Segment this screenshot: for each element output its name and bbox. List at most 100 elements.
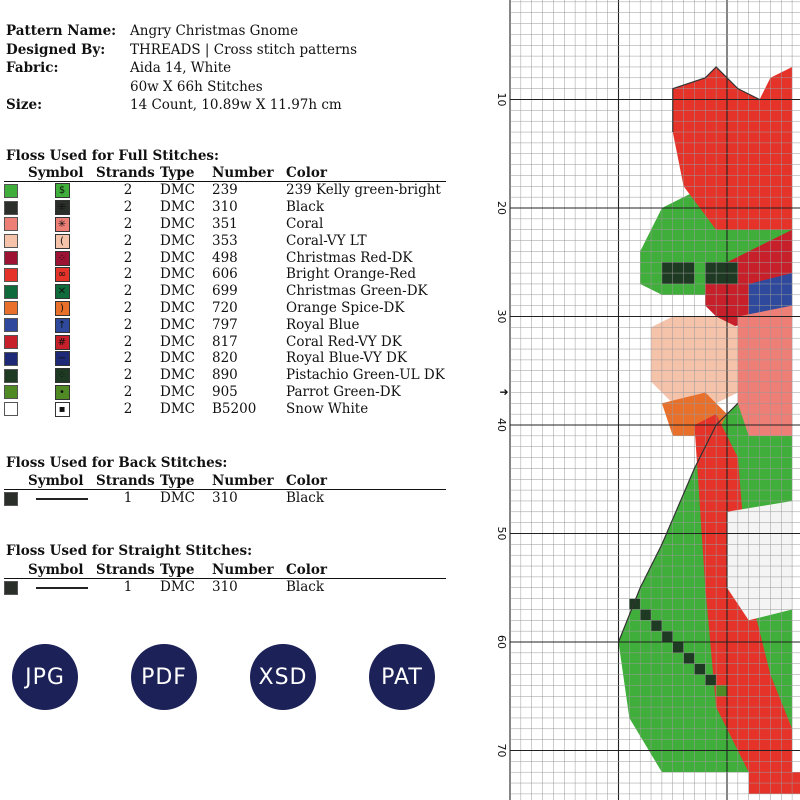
color-name-cell: Coral Red-VY DK [286, 333, 402, 350]
floss-row: ▪ 2 DMC B5200 Snow White [4, 400, 446, 417]
floss-row: ∞ 2 DMC 606 Bright Orange-Red [4, 266, 446, 283]
row-number-label: 30 [495, 310, 508, 324]
swatch-cell [4, 182, 28, 199]
column-header: Color [286, 472, 446, 490]
type-cell: DMC [160, 333, 195, 350]
number-cell: 351 [212, 215, 238, 232]
xsd-format-badge[interactable]: XSD [250, 644, 316, 710]
number-cell: B5200 [212, 400, 257, 417]
type-cell: DMC [160, 266, 195, 283]
symbol-cell [28, 579, 96, 596]
info-label: Designed By: [6, 41, 106, 58]
stitch-block [640, 609, 652, 621]
symbol-cell: $ [28, 182, 96, 199]
color-name-cell: Orange Spice-DK [286, 299, 405, 316]
info-row: 60w X 66h Stitches [6, 78, 357, 97]
column-header: Number [212, 561, 286, 579]
pat-format-badge[interactable]: PAT [369, 644, 435, 710]
color-name-cell: Christmas Green-DK [286, 283, 428, 300]
symbol-cell: • [28, 384, 96, 401]
info-value: 60w X 66h Stitches [130, 78, 263, 95]
symbol-cell: ✳ [28, 216, 96, 233]
straight-stitches-title: Floss Used for Straight Stitches: [6, 543, 253, 559]
jpg-format-badge[interactable]: JPG [12, 644, 78, 710]
symbol-box: − [54, 351, 70, 367]
floss-row: ↑ 2 DMC 797 Royal Blue [4, 316, 446, 333]
number-cell: 890 [212, 367, 238, 384]
color-swatch [4, 217, 18, 232]
color-swatch [4, 267, 18, 282]
symbol-cell: ⁘ [28, 249, 96, 266]
strands-cell: 1 [123, 579, 133, 596]
pdf-format-badge[interactable]: PDF [131, 644, 197, 710]
backstitch-line-symbol [36, 586, 88, 589]
symbol-box: ▪ [54, 401, 70, 417]
number-cell: 498 [212, 249, 238, 266]
number-cell: 606 [212, 266, 238, 283]
strands-cell: 2 [123, 182, 133, 199]
type-cell: DMC [160, 182, 195, 199]
symbol-box: ⁘ [54, 368, 70, 384]
info-label: Fabric: [6, 60, 59, 76]
column-header: Strands [96, 561, 160, 579]
type-cell: DMC [160, 199, 195, 216]
color-name-cell: Black [286, 579, 325, 596]
symbol-cell: ) [28, 300, 96, 317]
stitch-block [694, 663, 706, 675]
number-cell: 310 [212, 579, 238, 596]
swatch-cell [4, 367, 28, 384]
floss-row: $2 DMC 239 239 Kelly green-bright [4, 182, 446, 199]
back-stitches-table: Symbol Strands Type Number Color 1 DMC 310 Blac… [4, 472, 446, 507]
swatch-cell [4, 232, 28, 249]
symbol-cell: ∞ [28, 266, 96, 283]
floss-row: ) 2 DMC 720 Orange Spice-DK [4, 300, 446, 317]
column-header: Symbol [28, 472, 96, 490]
backstitch-line-symbol [36, 497, 88, 500]
center-marker-arrow: ➜ [499, 386, 508, 399]
symbol-box: ✳ [54, 216, 70, 232]
column-header: Type [160, 472, 212, 490]
stitch-block [716, 685, 727, 697]
symbol-box: ⁜ [54, 200, 70, 216]
row-number-label: 70 [495, 744, 508, 758]
header-swatch [4, 561, 28, 579]
info-label [6, 78, 130, 97]
floss-row: 1 DMC 310 Black [4, 579, 446, 596]
swatch-cell [4, 199, 28, 216]
color-name-cell: 239 Kelly green-bright [286, 182, 441, 199]
number-cell: 820 [212, 350, 238, 367]
info-value: 14 Count, 10.89w X 11.97h cm [130, 97, 342, 113]
type-cell: DMC [160, 383, 195, 400]
swatch-cell [4, 249, 28, 266]
pattern-chart: 10 20 30 40 50 60 70 ➜ [495, 0, 800, 800]
floss-row: ⁘ 2 DMC 890 Pistachio Green-UL DK [4, 367, 446, 384]
gnome-hat [672, 66, 793, 230]
swatch-cell [4, 316, 28, 333]
type-cell: DMC [160, 316, 195, 333]
symbol-cell: ⁜ [28, 199, 96, 216]
symbol-cell: # [28, 333, 96, 350]
strands-cell: 2 [123, 367, 133, 384]
color-swatch [4, 183, 18, 198]
stitch-block [683, 652, 695, 664]
number-cell: 353 [212, 232, 238, 249]
stitch-block [651, 620, 662, 632]
column-header: Strands [96, 472, 160, 490]
stitch-block [672, 642, 684, 653]
color-name-cell: Royal Blue-VY DK [286, 350, 407, 367]
back-stitches-body: 1 DMC 310 Black [4, 490, 446, 507]
type-cell: DMC [160, 299, 195, 316]
color-swatch [4, 385, 18, 400]
floss-row: ✕ 2 DMC 699 Christmas Green-DK [4, 283, 446, 300]
symbol-box: ) [54, 300, 70, 316]
symbol-box: # [54, 334, 70, 350]
type-cell: DMC [160, 579, 195, 596]
symbol-cell: ( [28, 232, 96, 249]
column-header: Number [212, 164, 286, 182]
strands-cell: 2 [123, 400, 133, 417]
stitch-block [629, 598, 641, 610]
backstitch-outline [672, 66, 760, 133]
swatch-cell [4, 579, 28, 596]
info-label: Pattern Name: [6, 23, 117, 39]
info-row: Fabric: Aida 14, White [6, 59, 357, 78]
